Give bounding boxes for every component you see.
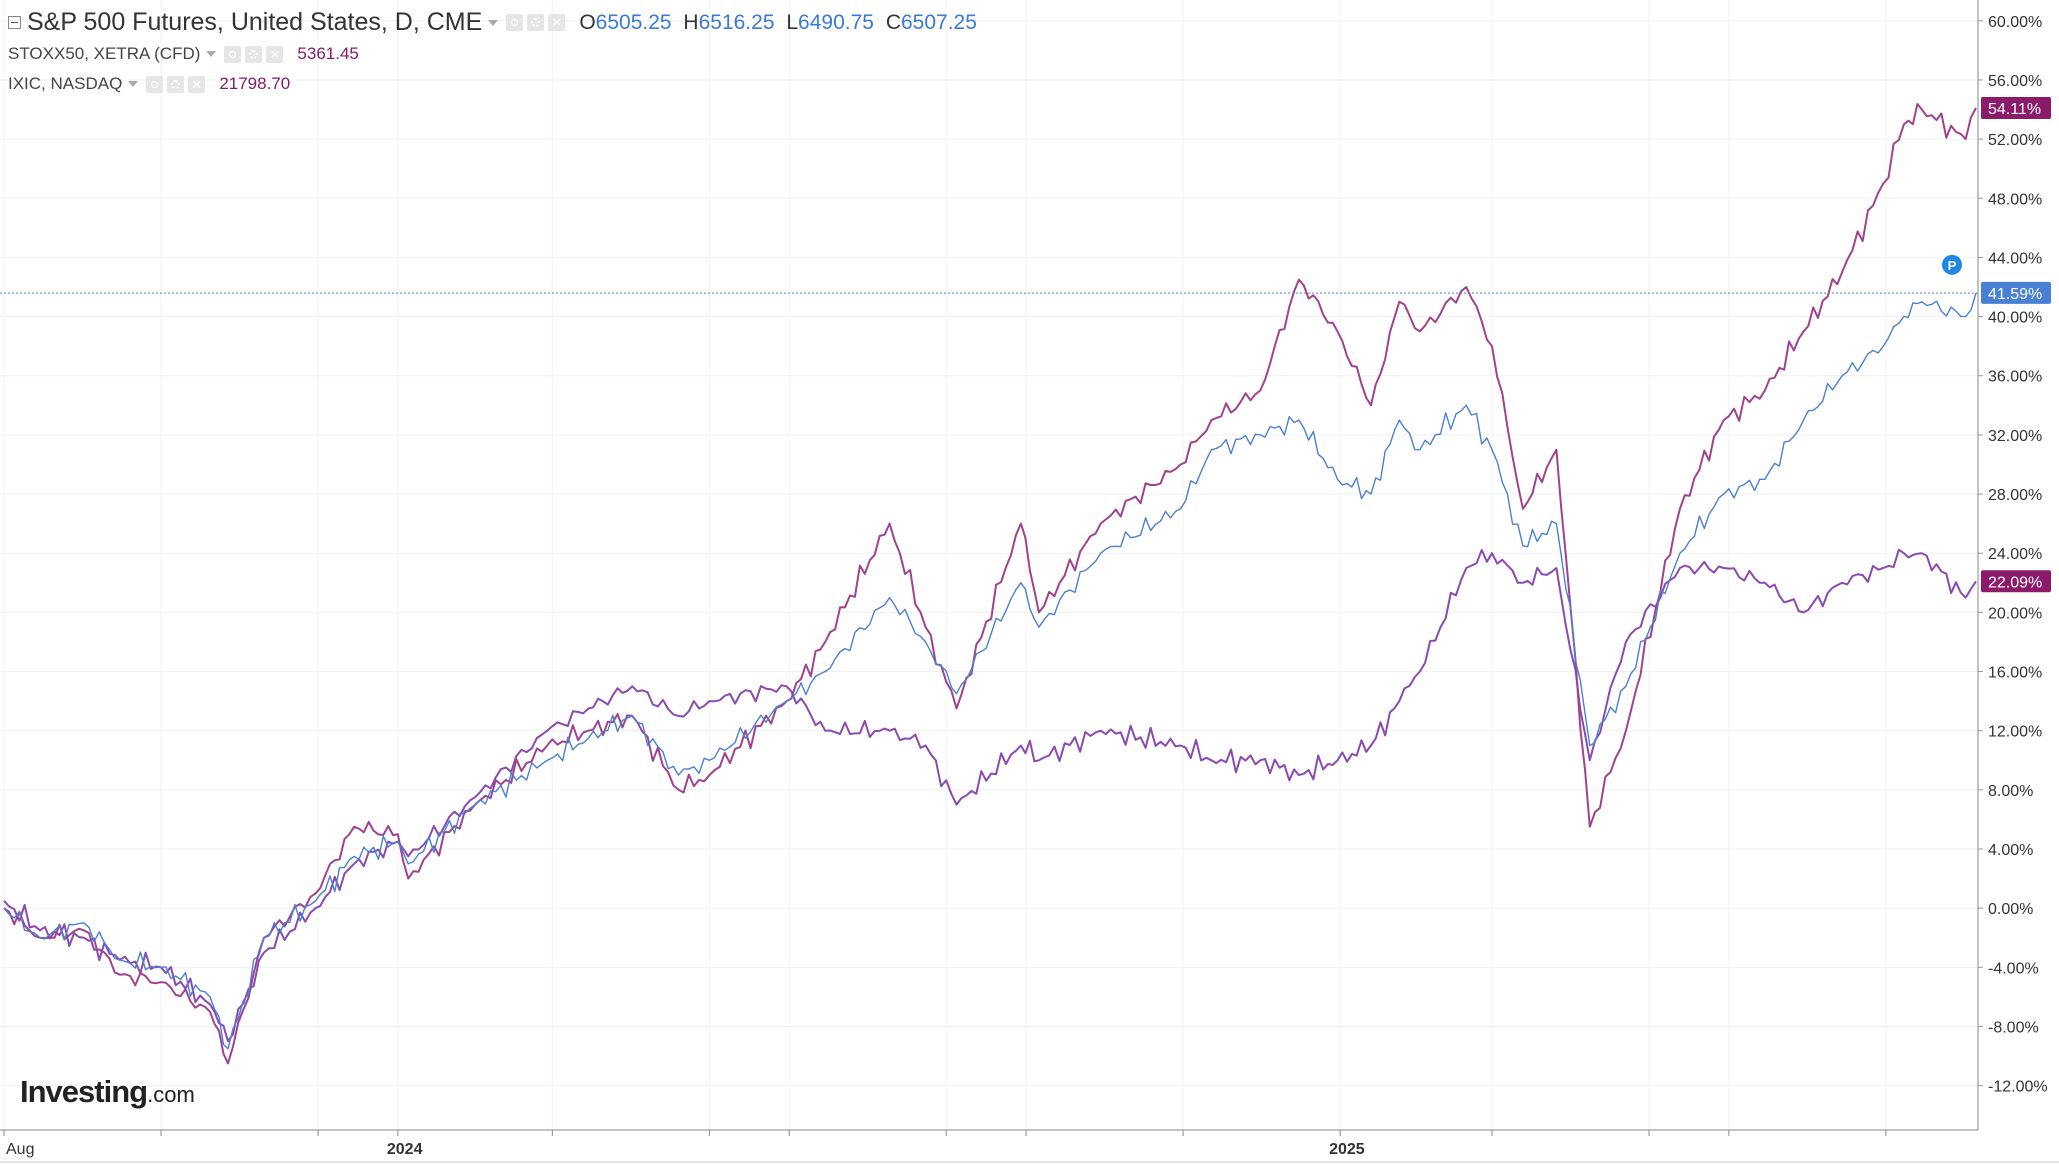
y-tick-label: 32.00% — [1988, 428, 2042, 445]
ohlc-high-value: 6516.25 — [698, 10, 775, 34]
last-value-badge-ixic — [1981, 97, 2051, 120]
collapse-icon[interactable] — [8, 16, 21, 29]
close-icon[interactable]: ✕ — [188, 75, 206, 93]
y-tick-label: 24.00% — [1988, 546, 2042, 563]
ohlc-low-value: 6490.75 — [798, 10, 874, 34]
ohlc-close-key: C — [885, 10, 901, 34]
y-tick-label: -8.00% — [1988, 1019, 2039, 1036]
y-tick-label: -4.00% — [1988, 960, 2039, 977]
ohlc-open-key: O — [579, 10, 596, 34]
investing-logo: Investing.com — [20, 1074, 195, 1110]
compare-legend-ixic: IXIC, NASDAQ ✕ 21798.70 — [8, 74, 290, 94]
settings-icon[interactable] — [527, 14, 545, 31]
y-tick-label: 16.00% — [1988, 665, 2042, 682]
x-tick-label: Aug — [6, 1141, 34, 1158]
visibility-icon[interactable] — [224, 45, 242, 63]
chevron-down-icon[interactable] — [488, 19, 499, 26]
x-tick-label: 2025 — [1329, 1141, 1365, 1158]
y-tick-label: 28.00% — [1988, 487, 2042, 504]
y-tick-label: 20.00% — [1988, 605, 2042, 622]
y-tick-label: 36.00% — [1988, 369, 2042, 386]
logo-suffix: .com — [147, 1082, 195, 1107]
series-line-sp500 — [3, 292, 1977, 1050]
series-layer — [0, 103, 1978, 1065]
settings-icon[interactable] — [167, 75, 185, 93]
y-tick-label: 12.00% — [1988, 724, 2042, 741]
y-tick-label: -12.00% — [1988, 1079, 2048, 1096]
ohlc-close-value: 6507.25 — [900, 10, 977, 34]
y-tick-label: 48.00% — [1988, 191, 2042, 208]
last-value-label-sp500: 41.59% — [1988, 286, 2042, 303]
last-value-label-stoxx: 22.09% — [1988, 574, 2042, 591]
ohlc-high-key: H — [683, 10, 699, 34]
y-tick-label: 8.00% — [1988, 783, 2033, 800]
settings-icon[interactable] — [245, 45, 263, 63]
close-icon[interactable]: ✕ — [266, 45, 284, 63]
chevron-down-icon[interactable] — [206, 51, 217, 57]
main-series-title[interactable]: S&P 500 Futures, United States, D, CME — [27, 8, 483, 36]
logo-brand: Investing — [20, 1074, 148, 1109]
close-icon[interactable]: ✕ — [548, 14, 566, 31]
p-marker-label: P — [1948, 258, 1957, 273]
compare-value-ixic: 21798.70 — [219, 74, 291, 93]
y-tick-label: 56.00% — [1988, 73, 2042, 90]
last-value-label-ixic: 54.11% — [1988, 101, 2041, 118]
y-tick-label: 52.00% — [1988, 132, 2042, 149]
visibility-icon[interactable] — [506, 14, 524, 31]
y-tick-label: 40.00% — [1988, 310, 2042, 327]
series-line-stoxx — [3, 548, 1977, 1043]
p-marker-icon — [1942, 254, 1962, 275]
chevron-down-icon[interactable] — [128, 81, 139, 87]
compare-value-stoxx: 5361.45 — [297, 44, 359, 63]
main-series-legend: S&P 500 Futures, United States, D, CME ✕… — [8, 8, 977, 37]
y-tick-label: 60.00% — [1988, 14, 2042, 31]
visibility-icon[interactable] — [146, 75, 164, 93]
compare-legend-stoxx: STOXX50, XETRA (CFD) ✕ 5361.45 — [8, 44, 359, 64]
ohlc-open-value: 6505.25 — [595, 10, 672, 34]
y-tick-label: 44.00% — [1988, 250, 2042, 267]
compare-label-stoxx[interactable]: STOXX50, XETRA (CFD) — [8, 44, 201, 63]
time-axis[interactable]: Aug 2024 2025 — [0, 1129, 2059, 1163]
ohlc-readout: O6505.25 H6516.25 L6490.75 C6507.25 — [573, 11, 977, 35]
ohlc-low-key: L — [786, 10, 799, 34]
y-tick-label: 4.00% — [1988, 842, 2033, 859]
last-value-badge-sp500 — [1981, 281, 2051, 304]
x-tick-label: 2024 — [387, 1141, 423, 1158]
compare-label-ixic[interactable]: IXIC, NASDAQ — [8, 74, 123, 93]
series-line-ixic — [3, 103, 1977, 1065]
price-axis[interactable]: -12.00% -8.00% -4.00% 0.00% 4.00% 8.00% 12.00%… — [1977, 0, 2048, 1130]
last-value-badge-stoxx — [1981, 570, 2051, 593]
y-tick-label: 0.00% — [1988, 901, 2033, 918]
grid — [0, 0, 1978, 1130]
last-value-badges: 54.11% 41.59% 22.09% P — [1942, 97, 2051, 593]
